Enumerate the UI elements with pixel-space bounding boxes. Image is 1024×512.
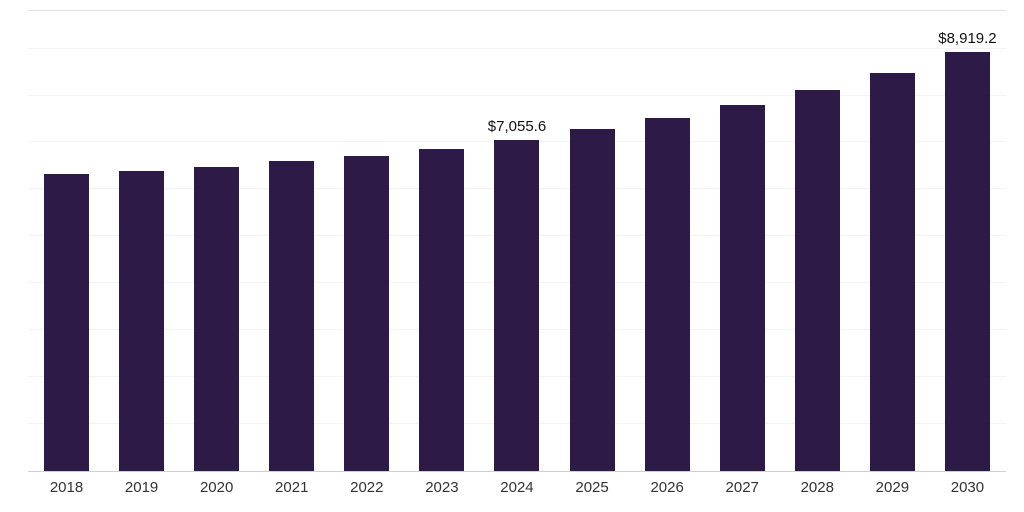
gridline [28, 94, 1006, 96]
bar-2025 [569, 129, 615, 471]
bar-column-2019 [119, 171, 165, 471]
bar-2020 [194, 167, 240, 471]
x-tick-label-2024: 2024 [500, 479, 534, 496]
x-tick-label-2027: 2027 [725, 479, 759, 496]
bar-column-2022 [344, 156, 390, 471]
x-tick-label-2020: 2020 [199, 479, 234, 496]
bar-column-2030: $8,919.2 [938, 31, 997, 471]
bar-column-2018 [44, 173, 89, 471]
bar-value-label-2030: $8,919.2 [938, 30, 997, 48]
bar-2026 [644, 118, 690, 471]
bar-column-2020 [194, 167, 240, 471]
x-tick-label-2030: 2030 [950, 479, 985, 496]
x-tick-label-2021: 2021 [275, 479, 309, 496]
x-tick-label-2029: 2029 [875, 479, 910, 496]
bar-2029 [869, 72, 915, 471]
bar-2028 [794, 90, 840, 471]
bar-2022 [344, 156, 390, 471]
bar-2023 [419, 149, 465, 471]
x-tick-label-2023: 2023 [425, 479, 459, 496]
bar-column-2021 [269, 161, 315, 471]
x-tick-label-2022: 2022 [350, 479, 384, 496]
bar-column-2025 [569, 129, 615, 471]
x-tick-label-2025: 2025 [575, 479, 609, 496]
x-tick-label-2018: 2018 [49, 479, 84, 496]
x-axis-tick-labels: 2018 2019 2020 2021 2022 2023 2024 2025 2026 2027… [44, 480, 990, 495]
bar-columns: $7,055.6 $8,919.2 [44, 11, 997, 471]
bar-2018 [44, 173, 89, 471]
bar-column-2029 [869, 72, 915, 471]
bar-column-2027 [719, 104, 765, 471]
bar-2030 [944, 52, 990, 471]
bar-column-2024: $7,055.6 [488, 119, 546, 471]
gridline [28, 47, 1006, 49]
plot-area: $7,055.6 $8,919.2 [28, 10, 1006, 472]
x-tick-label-2028: 2028 [800, 479, 834, 496]
bar-column-2023 [419, 149, 465, 471]
bar-value-label-2024: $7,055.6 [487, 117, 547, 135]
x-tick-label-2019: 2019 [124, 479, 159, 496]
bar-column-2026 [644, 118, 690, 471]
x-tick-label-2026: 2026 [650, 479, 684, 496]
bar-2024 [494, 139, 540, 471]
bar-2027 [719, 104, 765, 471]
bar-column-2028 [794, 90, 840, 471]
bar-2021 [269, 161, 315, 471]
bar-2019 [119, 171, 165, 471]
